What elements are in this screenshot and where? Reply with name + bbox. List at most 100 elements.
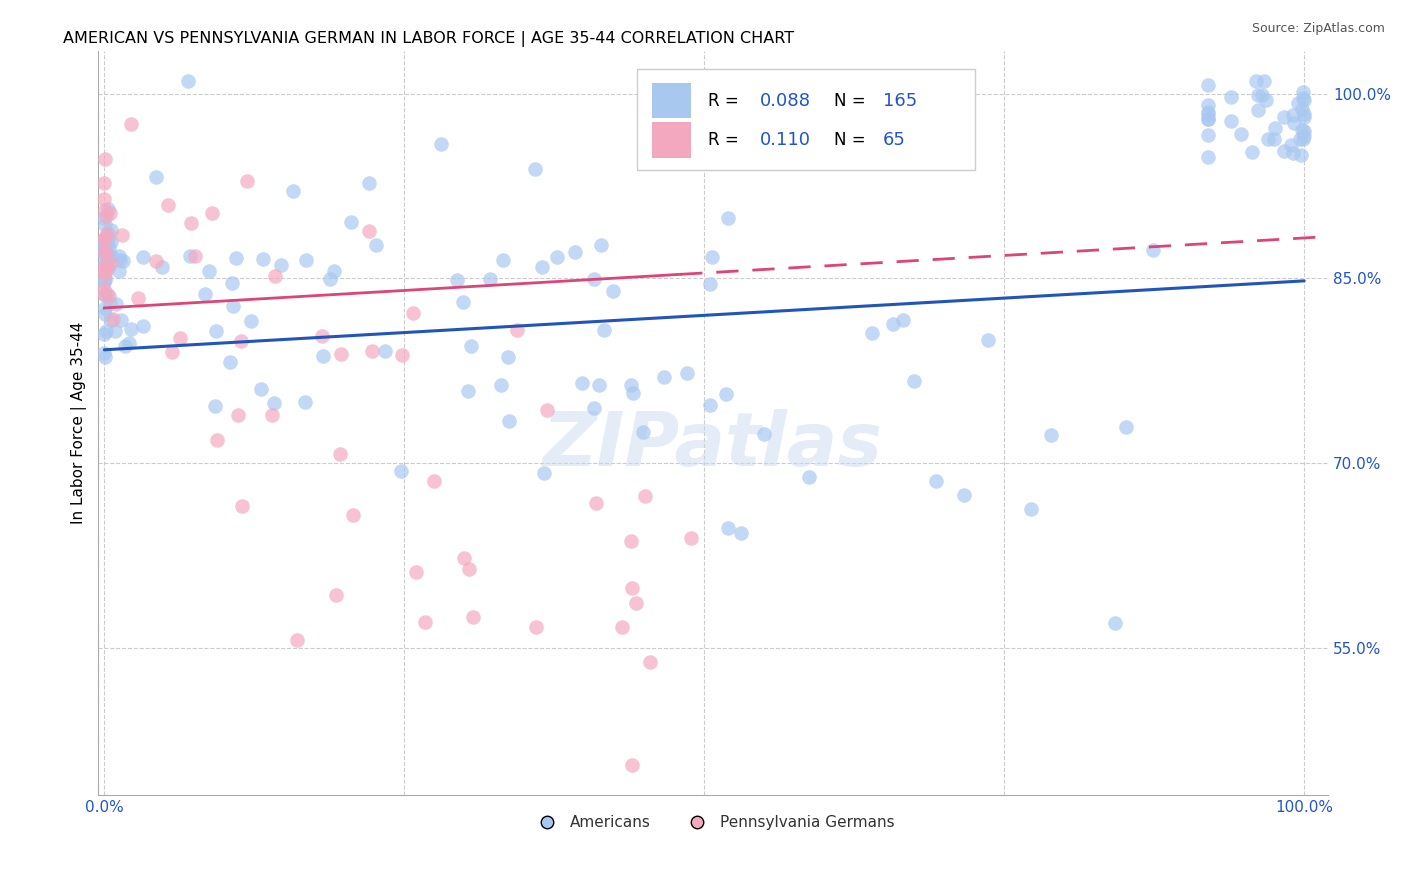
Point xyxy=(93,232,115,246)
Point xyxy=(97,236,120,251)
Point xyxy=(1282,116,1305,130)
Text: 65: 65 xyxy=(883,131,905,149)
Point xyxy=(93,264,115,278)
Point xyxy=(260,409,283,423)
Point xyxy=(93,275,115,289)
Point xyxy=(104,324,127,338)
Point xyxy=(235,174,257,188)
Point xyxy=(97,260,120,275)
Point xyxy=(94,219,117,233)
Point xyxy=(101,312,124,326)
Point xyxy=(638,656,661,670)
Point xyxy=(97,289,120,303)
Bar xyxy=(652,83,692,119)
Point xyxy=(593,323,616,337)
Point xyxy=(524,161,547,176)
Point xyxy=(94,209,117,223)
Point xyxy=(1197,105,1219,120)
Point xyxy=(1292,132,1315,146)
Point xyxy=(446,273,468,287)
Point xyxy=(360,344,382,359)
Bar xyxy=(652,122,692,158)
Legend: Americans, Pennsylvania Germans: Americans, Pennsylvania Germans xyxy=(526,809,901,836)
Point xyxy=(93,288,115,302)
Point xyxy=(94,231,117,245)
Point xyxy=(160,344,183,359)
Point xyxy=(546,250,568,264)
Point xyxy=(620,581,643,595)
Point xyxy=(294,253,316,268)
Point xyxy=(1264,121,1286,136)
Point xyxy=(429,137,451,152)
Point xyxy=(252,252,274,267)
Point xyxy=(903,374,925,388)
Point xyxy=(453,550,475,565)
Point xyxy=(1253,74,1275,88)
Point xyxy=(180,216,202,230)
Point xyxy=(93,176,115,190)
Point xyxy=(312,349,335,363)
Point xyxy=(699,277,721,292)
Point xyxy=(319,272,342,286)
Point xyxy=(506,323,529,337)
Point xyxy=(94,243,117,257)
Point xyxy=(681,531,703,545)
Point xyxy=(294,395,316,409)
Point xyxy=(479,272,502,286)
Point xyxy=(94,245,117,260)
Point xyxy=(285,632,308,647)
Point xyxy=(204,399,226,413)
Point xyxy=(654,369,676,384)
Point xyxy=(311,328,333,343)
Point xyxy=(93,211,115,225)
Point xyxy=(328,447,350,461)
Point xyxy=(925,474,948,488)
Point xyxy=(402,306,425,320)
Point xyxy=(1197,112,1219,126)
Text: N =: N = xyxy=(834,92,870,110)
Point xyxy=(322,264,344,278)
Point xyxy=(94,325,117,339)
Point xyxy=(221,276,243,290)
Point xyxy=(610,620,633,634)
Point xyxy=(325,588,347,602)
Point xyxy=(100,256,122,270)
Point xyxy=(1104,616,1126,631)
Point xyxy=(621,758,644,772)
Point xyxy=(1292,124,1315,138)
Point xyxy=(1247,87,1270,102)
Point xyxy=(862,326,884,340)
Point xyxy=(357,224,380,238)
Point xyxy=(97,202,120,216)
Text: Source: ZipAtlas.com: Source: ZipAtlas.com xyxy=(1251,22,1385,36)
Point xyxy=(413,615,436,629)
Point xyxy=(96,287,118,301)
Point xyxy=(97,247,120,261)
Point xyxy=(405,565,427,579)
Point xyxy=(93,202,115,217)
Point xyxy=(1257,132,1279,146)
Point xyxy=(108,252,131,267)
Text: AMERICAN VS PENNSYLVANIA GERMAN IN LABOR FORCE | AGE 35-44 CORRELATION CHART: AMERICAN VS PENNSYLVANIA GERMAN IN LABOR… xyxy=(63,31,794,47)
Point xyxy=(179,249,201,263)
Point xyxy=(93,256,115,270)
Point xyxy=(366,238,388,252)
Point xyxy=(93,346,115,360)
Point xyxy=(1286,96,1309,111)
Point xyxy=(330,347,353,361)
Point xyxy=(97,227,120,241)
Point xyxy=(105,297,128,311)
Point xyxy=(107,264,129,278)
Point xyxy=(1219,113,1241,128)
Point xyxy=(585,496,607,510)
Point xyxy=(226,408,249,422)
Point xyxy=(201,206,224,220)
Point xyxy=(131,250,153,264)
Point xyxy=(492,252,515,267)
Point xyxy=(222,299,245,313)
Point xyxy=(891,313,914,327)
Point xyxy=(264,269,287,284)
Point xyxy=(952,488,974,502)
Point xyxy=(198,264,221,278)
Point xyxy=(498,350,520,364)
